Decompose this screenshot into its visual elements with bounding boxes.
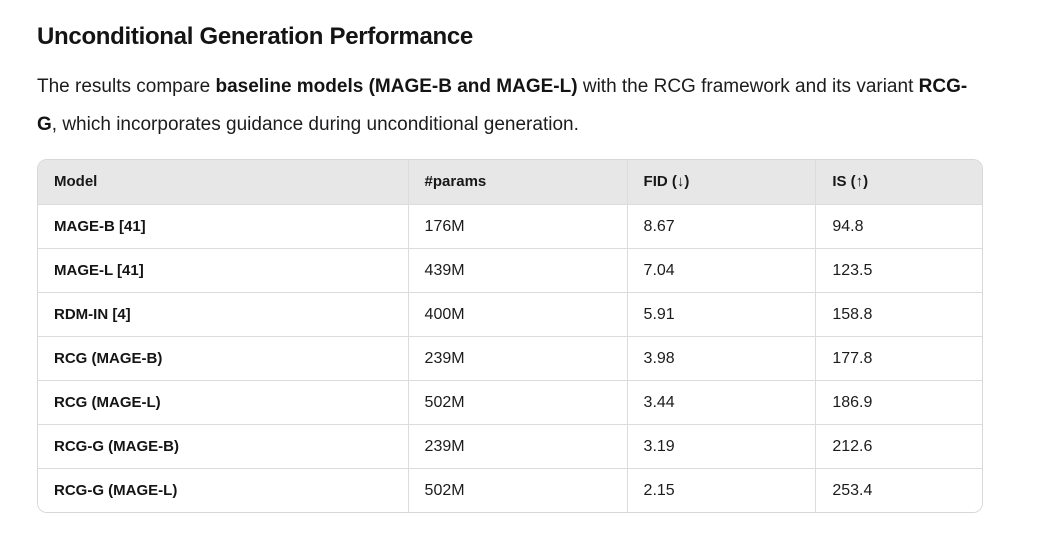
params-cell: 400M <box>407 292 628 337</box>
is-cell: 177.8 <box>815 336 982 381</box>
fid-cell: 3.98 <box>626 336 816 381</box>
is-cell: 253.4 <box>815 468 982 512</box>
table-row: MAGE-L [41] 439M 7.04 123.5 <box>38 248 982 293</box>
is-cell: 158.8 <box>815 292 982 337</box>
intro-text-3: , which incorporates guidance during unc… <box>51 114 579 135</box>
params-cell: 239M <box>407 424 628 469</box>
fid-cell: 7.04 <box>626 248 816 293</box>
table-row: RCG-G (MAGE-L) 502M 2.15 253.4 <box>38 468 982 512</box>
fid-cell: 3.44 <box>626 380 816 425</box>
model-cell: MAGE-B [41] <box>38 204 409 249</box>
params-cell: 176M <box>407 204 628 249</box>
intro-text-1: The results compare <box>37 76 216 97</box>
fid-cell: 2.15 <box>626 468 816 512</box>
is-cell: 186.9 <box>815 380 982 425</box>
is-cell: 94.8 <box>815 204 982 249</box>
is-cell: 123.5 <box>815 248 982 293</box>
model-cell: RCG (MAGE-L) <box>38 380 409 425</box>
results-table-container: Model #params FID (↓) IS (↑) MAGE-B [41]… <box>37 159 983 513</box>
fid-cell: 3.19 <box>626 424 816 469</box>
results-table: Model #params FID (↓) IS (↑) MAGE-B [41]… <box>38 160 982 512</box>
model-cell: MAGE-L [41] <box>38 248 409 293</box>
table-row: RCG (MAGE-B) 239M 3.98 177.8 <box>38 336 982 381</box>
page-title: Unconditional Generation Performance <box>37 23 473 50</box>
table-row: RDM-IN [4] 400M 5.91 158.8 <box>38 292 982 337</box>
table-row: RCG-G (MAGE-B) 239M 3.19 212.6 <box>38 424 982 469</box>
intro-paragraph: The results compare baseline models (MAG… <box>37 68 983 144</box>
fid-cell: 8.67 <box>626 204 816 249</box>
column-header-fid: FID (↓) <box>626 160 816 205</box>
model-cell: RCG-G (MAGE-B) <box>38 424 409 469</box>
table-header: Model #params FID (↓) IS (↑) <box>38 160 982 205</box>
model-cell: RCG (MAGE-B) <box>38 336 409 381</box>
fid-cell: 5.91 <box>626 292 816 337</box>
column-header-model: Model <box>38 160 409 205</box>
params-cell: 439M <box>407 248 628 293</box>
table-row: MAGE-B [41] 176M 8.67 94.8 <box>38 204 982 249</box>
column-header-is: IS (↑) <box>815 160 982 205</box>
table-header-row: Model #params FID (↓) IS (↑) <box>38 160 982 205</box>
table-body: MAGE-B [41] 176M 8.67 94.8 MAGE-L [41] 4… <box>38 204 982 512</box>
table-row: RCG (MAGE-L) 502M 3.44 186.9 <box>38 380 982 425</box>
params-cell: 502M <box>407 380 628 425</box>
model-cell: RDM-IN [4] <box>38 292 409 337</box>
intro-bold-baseline-models: baseline models (MAGE-B and MAGE-L) <box>215 76 578 97</box>
params-cell: 239M <box>407 336 628 381</box>
model-cell: RCG-G (MAGE-L) <box>38 468 409 512</box>
document-content: Unconditional Generation Performance The… <box>37 0 983 513</box>
params-cell: 502M <box>407 468 628 512</box>
intro-text-2: with the RCG framework and its variant <box>577 76 919 97</box>
column-header-params: #params <box>407 160 628 205</box>
intro-bold-rcg-g: RCG-G <box>37 76 968 135</box>
is-cell: 212.6 <box>815 424 982 469</box>
